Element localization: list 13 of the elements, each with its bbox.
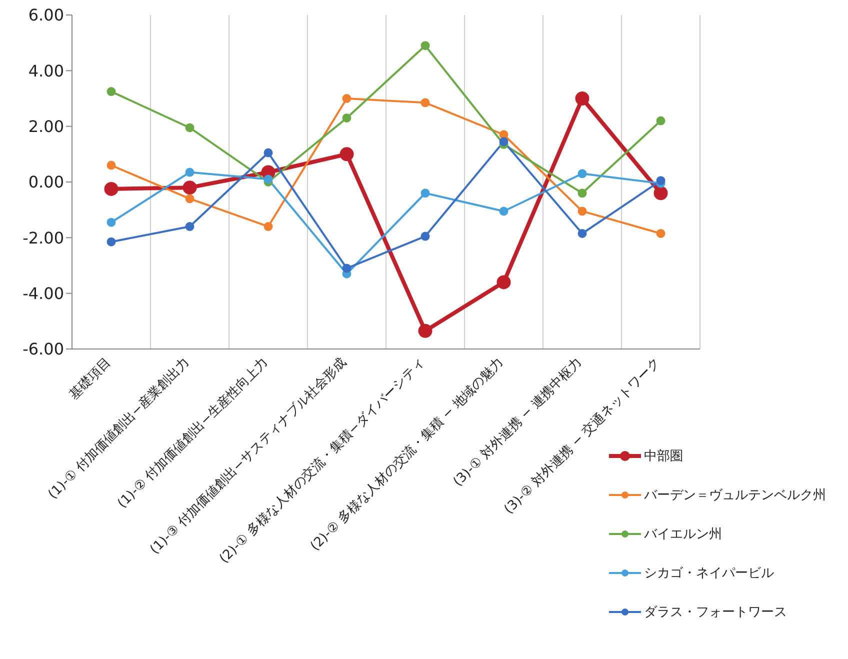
y-tick-label: -4.00 (22, 284, 64, 304)
legend-label: 中部圏 (644, 448, 683, 464)
y-tick-label: 4.00 (28, 61, 64, 80)
y-tick-label: 6.00 (28, 6, 64, 25)
legend-label: バイエルン州 (644, 526, 722, 542)
y-tick-label: 2.00 (28, 117, 64, 136)
y-tick-label: 0.00 (28, 172, 64, 192)
legend-label: ダラス・フォートワース (644, 604, 787, 620)
y-tick-label: -2.00 (22, 228, 64, 248)
legend-label: バーデン＝ヴュルテンベルク州 (644, 486, 826, 504)
legend-label: シカゴ・ネイパービル (644, 564, 774, 582)
x-tick-label: 基礎項目 (66, 355, 114, 403)
y-tick-label: -6.00 (22, 340, 64, 359)
